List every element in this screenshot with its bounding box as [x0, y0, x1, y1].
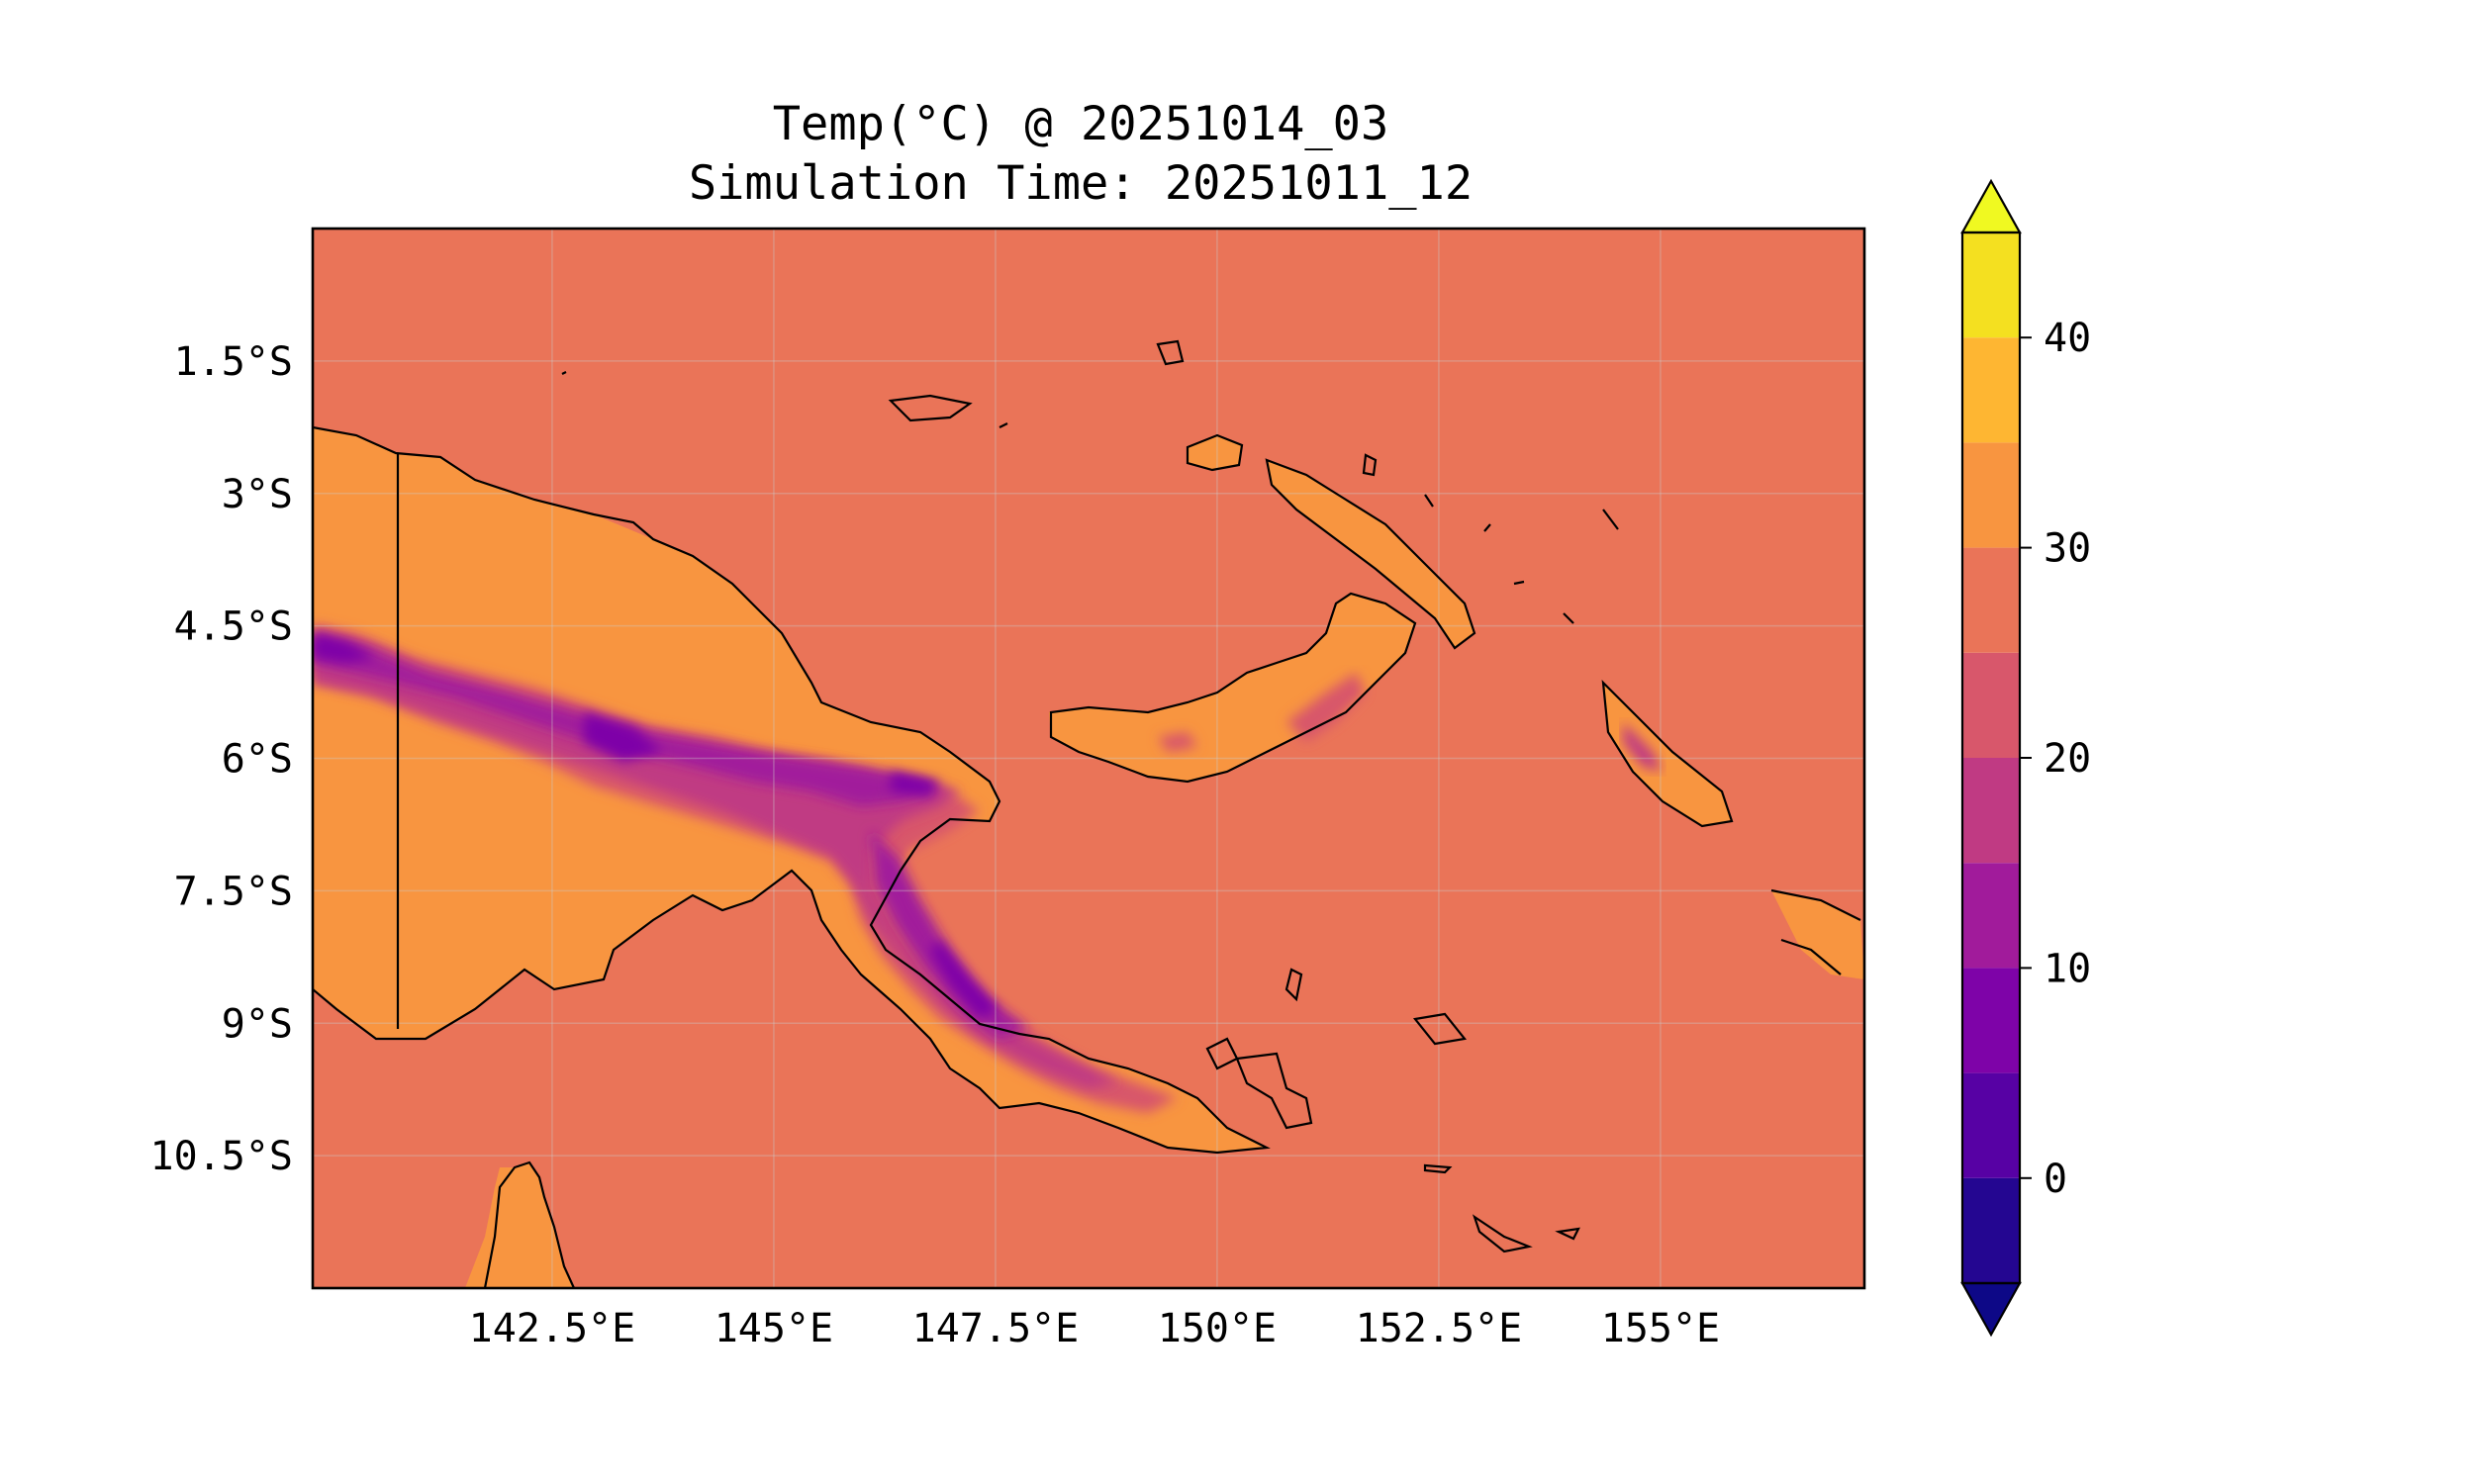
colorbar-tick-label: 10	[2044, 946, 2091, 991]
temperature-field	[313, 427, 1864, 1288]
islands-north	[561, 339, 1185, 428]
colorbar-segment	[1962, 442, 2020, 548]
colorbar-tick-label: 0	[2044, 1157, 2067, 1202]
colorbar-segment	[1962, 758, 2020, 864]
colorbar: 0 10 20 30 40	[1960, 178, 2091, 1338]
d-entrecasteaux-islands	[1205, 1037, 1313, 1130]
cape-york-lowlands	[465, 1162, 574, 1288]
map-frame	[311, 227, 1866, 1290]
new-ireland-coastline	[1265, 458, 1476, 650]
y-tick-label: 3°S	[222, 472, 293, 517]
y-tick-label: 4.5°S	[174, 604, 293, 650]
highlands-peak	[313, 633, 1029, 1039]
colorbar-segment	[1962, 232, 2020, 338]
manus-field	[1188, 435, 1242, 470]
x-tick-label: 155°E	[1601, 1306, 1720, 1351]
highlands-core	[313, 633, 1118, 1088]
y-axis-ticks: 1.5°S 3°S 4.5°S 6°S 7.5°S 9°S 10.5°S	[150, 339, 294, 1179]
y-tick-label: 1.5°S	[174, 339, 293, 385]
gridlines	[313, 229, 1864, 1288]
cape-york-coastline	[483, 1160, 576, 1288]
map-panel[interactable]: 142.5°E 145°E 147.5°E 150°E 152.5°E 155°E 1.5…	[150, 227, 1866, 1351]
small-islands	[1362, 453, 1619, 624]
y-tick-label: 10.5°S	[150, 1134, 294, 1179]
coastlines	[313, 339, 1861, 1288]
trobriand-islands	[1285, 968, 1468, 1046]
y-tick-label: 6°S	[222, 737, 293, 783]
x-tick-label: 145°E	[714, 1306, 833, 1351]
new-britain-coastline	[1049, 592, 1417, 784]
x-tick-label: 152.5°E	[1356, 1306, 1523, 1351]
x-axis-ticks: 142.5°E 145°E 147.5°E 150°E 152.5°E 155°E	[469, 1306, 1721, 1351]
bougainville-peak	[1623, 722, 1663, 772]
colorbar-tick-label: 30	[2044, 526, 2091, 572]
new-guinea-coastline	[313, 425, 1271, 1155]
new-britain-highlands	[1158, 673, 1366, 752]
colorbar-segment	[1962, 863, 2020, 969]
y-tick-label: 9°S	[222, 1001, 293, 1047]
manus-coastline	[1186, 433, 1244, 472]
colorbar-tick-label: 40	[2044, 316, 2091, 361]
colorbar-segment	[1962, 968, 2020, 1073]
colorbar-segment	[1962, 547, 2020, 653]
x-tick-label: 147.5°E	[912, 1306, 1080, 1351]
bougainville-coastline	[1601, 680, 1734, 828]
new-britain-field	[1049, 594, 1415, 782]
solomons-coastline	[1770, 888, 1861, 975]
colorbar-extend-max	[1960, 178, 2022, 234]
colorbar-segment	[1962, 652, 2020, 758]
title-line-2: Simulation Time: 20251011_12	[688, 156, 1474, 211]
colorbar-segment	[1962, 337, 2020, 443]
y-tick-label: 7.5°S	[174, 869, 293, 914]
colorbar-segment	[1962, 1177, 2020, 1283]
new-ireland-field	[1267, 460, 1475, 648]
x-tick-label: 150°E	[1158, 1306, 1277, 1351]
colorbar-segment	[1962, 1072, 2020, 1178]
bougainville-field	[1603, 683, 1732, 826]
louisiade-islands	[1423, 1163, 1580, 1253]
colorbar-extend-min	[1960, 1281, 2022, 1338]
title-line-1: Temp(°C) @ 20251014_03	[772, 97, 1389, 151]
map-title: Temp(°C) @ 20251014_03 Simulation Time: …	[309, 95, 1853, 214]
solomons-field	[1771, 890, 1864, 979]
x-tick-label: 142.5°E	[469, 1306, 636, 1351]
colorbar-tick-label: 20	[2044, 736, 2091, 782]
